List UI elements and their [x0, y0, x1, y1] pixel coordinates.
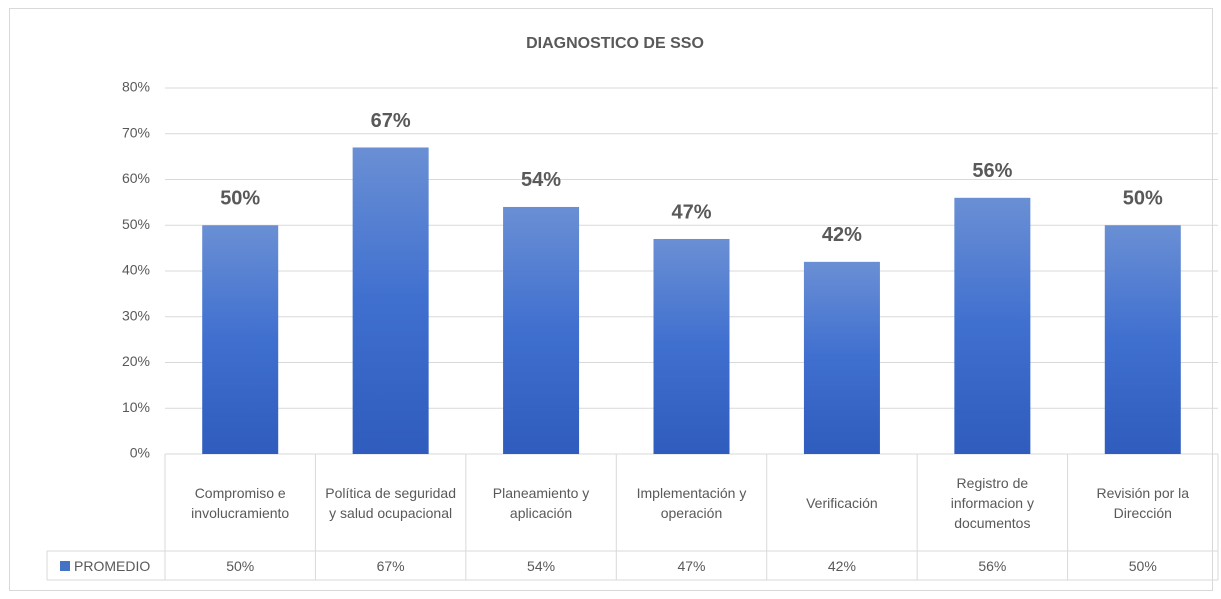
y-tick-label: 40%	[122, 262, 150, 278]
table-value: 50%	[1128, 557, 1157, 574]
table-value: 47%	[677, 557, 706, 574]
table-value: 42%	[827, 557, 856, 574]
x-tick-label: Política de seguridad y salud ocupaciona…	[325, 484, 457, 521]
data-label: 67%	[371, 110, 411, 132]
data-label: 50%	[1123, 188, 1163, 210]
chart-border	[9, 8, 1213, 591]
table-value: 50%	[226, 557, 255, 574]
y-tick-label: 80%	[122, 79, 150, 95]
bar	[352, 147, 429, 454]
x-tick-label: Planeamiento y aplicación	[492, 484, 590, 521]
y-tick-label: 30%	[122, 307, 150, 323]
bar	[803, 261, 880, 454]
bar	[1104, 225, 1181, 454]
y-tick-label: 10%	[122, 399, 150, 415]
bar	[653, 238, 730, 454]
legend-swatch	[60, 561, 70, 571]
y-tick-label: 70%	[122, 124, 150, 140]
x-tick-label: Compromiso e involucramiento	[191, 484, 290, 521]
y-tick-label: 0%	[130, 445, 150, 461]
bar	[503, 206, 580, 454]
x-tick-label: Revisión por la Dirección	[1096, 484, 1190, 521]
y-tick-label: 60%	[122, 170, 150, 186]
table-value: 54%	[527, 557, 556, 574]
x-tick-label: Verificación	[806, 494, 878, 511]
legend-label: PROMEDIO	[74, 557, 151, 574]
data-label: 47%	[671, 201, 711, 223]
x-tick-label: Implementación y operación	[636, 484, 747, 521]
table-value: 56%	[978, 557, 1007, 574]
y-tick-label: 50%	[122, 216, 150, 232]
table-value: 67%	[376, 557, 405, 574]
y-tick-label: 20%	[122, 353, 150, 369]
bar	[954, 197, 1031, 455]
data-label: 56%	[972, 160, 1012, 182]
data-label: 42%	[822, 224, 862, 246]
x-tick-label: Registro de informacion y documentos	[950, 474, 1034, 531]
data-label: 54%	[521, 169, 561, 191]
chart-title: DIAGNOSTICO DE SSO	[526, 35, 704, 52]
bar	[202, 225, 279, 454]
data-label: 50%	[220, 188, 260, 210]
